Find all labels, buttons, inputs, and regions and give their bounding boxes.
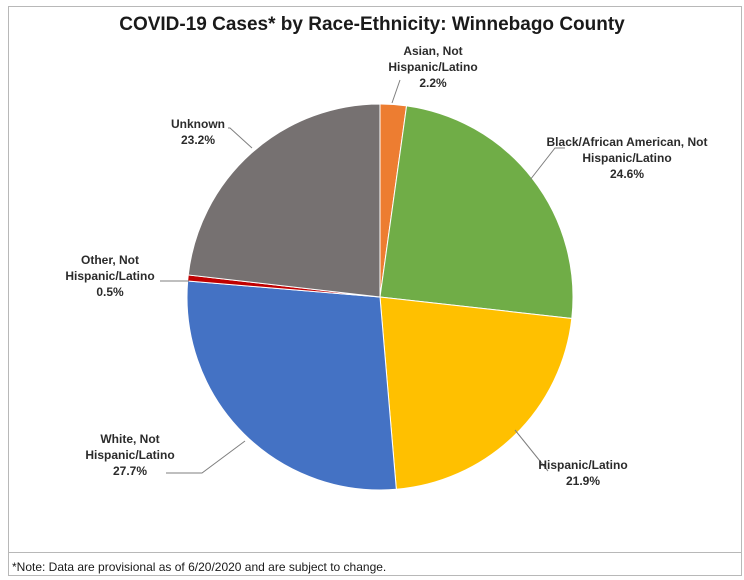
chart-footnote: *Note: Data are provisional as of 6/20/2… <box>12 560 387 574</box>
pie-slice-3 <box>186 280 397 491</box>
slice-category-label: Hispanic/Latino <box>65 269 154 283</box>
slice-category-label: Hispanic/Latino <box>538 458 627 472</box>
slice-label-0: Asian, Not Hispanic/Latino 2.2% <box>388 44 477 90</box>
slice-percent-label: 0.5% <box>96 285 124 299</box>
chart-title: COVID-19 Cases* by Race-Ethnicity: Winne… <box>119 14 625 35</box>
slice-label-3: White, Not Hispanic/Latino 27.7% <box>85 432 174 478</box>
slice-percent-label: 27.7% <box>113 464 147 478</box>
slice-percent-label: 21.9% <box>566 474 600 488</box>
note-divider <box>8 552 742 553</box>
leader-line-2 <box>514 429 549 472</box>
pie-slice-5 <box>187 103 381 298</box>
slice-label-4: Other, Not Hispanic/Latino 0.5% <box>65 253 154 299</box>
slice-category-label: Hispanic/Latino <box>582 151 671 165</box>
slice-category-label: Asian, Not <box>403 44 462 58</box>
slice-percent-label: 2.2% <box>419 76 447 90</box>
slice-percent-label: 24.6% <box>610 167 644 181</box>
slice-category-label: Hispanic/Latino <box>388 60 477 74</box>
slice-label-5: Unknown 23.2% <box>171 117 225 147</box>
slice-category-label: Black/African American, Not <box>547 135 708 149</box>
pie-slice-1 <box>379 105 574 320</box>
leader-line-3 <box>166 440 246 474</box>
slice-category-label: Unknown <box>171 117 225 131</box>
slice-category-label: White, Not <box>100 432 159 446</box>
slice-label-1: Black/African American, Not Hispanic/Lati… <box>547 135 708 181</box>
slice-category-label: Other, Not <box>81 253 139 267</box>
slice-category-label: Hispanic/Latino <box>85 448 174 462</box>
slice-label-2: Hispanic/Latino 21.9% <box>538 458 627 488</box>
leader-line-0 <box>391 79 401 104</box>
leader-line-5 <box>228 127 253 149</box>
leader-line-1 <box>529 147 565 181</box>
pie-slice-2 <box>379 296 573 490</box>
slice-percent-label: 23.2% <box>181 133 215 147</box>
